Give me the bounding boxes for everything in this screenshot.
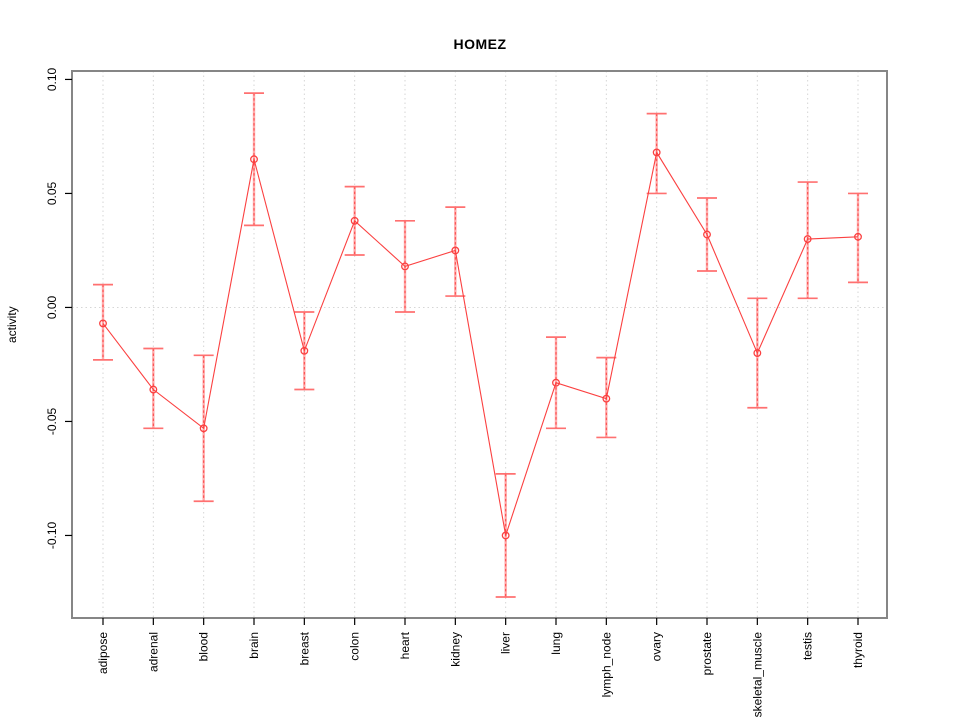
x-tick-label: brain xyxy=(247,632,261,659)
x-tick-label: lung xyxy=(549,632,563,655)
data-point xyxy=(703,230,711,239)
x-tick-label: liver xyxy=(499,632,513,654)
data-point xyxy=(250,155,258,164)
data-point xyxy=(602,394,611,403)
y-tick-label: -0.05 xyxy=(45,407,59,435)
data-point xyxy=(300,346,309,355)
x-tick-label: ovary xyxy=(650,632,664,661)
y-tick-label: 0.05 xyxy=(45,181,59,205)
data-point xyxy=(199,424,208,433)
x-tick-label: thyroid xyxy=(851,632,865,668)
x-tick-label: lymph_node xyxy=(599,632,613,698)
plot-border xyxy=(71,70,888,619)
y-tick-label: 0.00 xyxy=(45,295,59,319)
data-point xyxy=(501,531,510,540)
x-tick-label: colon xyxy=(348,632,362,661)
data-point xyxy=(149,385,158,394)
y-tick-label: -0.10 xyxy=(45,521,59,549)
data-point xyxy=(652,148,661,157)
x-tick-label: prostate xyxy=(700,632,714,676)
x-tick-label: kidney xyxy=(448,632,462,667)
x-tick-label: adrenal xyxy=(146,632,160,672)
data-point xyxy=(803,235,812,243)
x-tick-label: heart xyxy=(398,631,412,659)
data-point xyxy=(854,232,862,241)
x-tick-label: testis xyxy=(801,632,815,660)
chart-title: HOMEZ xyxy=(453,36,507,52)
data-point xyxy=(350,216,359,225)
x-tick-label: breast xyxy=(297,631,311,665)
data-point xyxy=(451,246,460,255)
data-point xyxy=(552,378,560,387)
data-point xyxy=(753,349,762,358)
x-tick-label: blood xyxy=(197,632,211,661)
data-point xyxy=(99,319,107,328)
series-line xyxy=(102,150,859,536)
data-point xyxy=(401,262,409,271)
y-tick-label: 0.10 xyxy=(45,67,59,91)
x-tick-label: adipose xyxy=(96,632,110,674)
x-tick-label: skeletal_muscle xyxy=(750,632,764,718)
